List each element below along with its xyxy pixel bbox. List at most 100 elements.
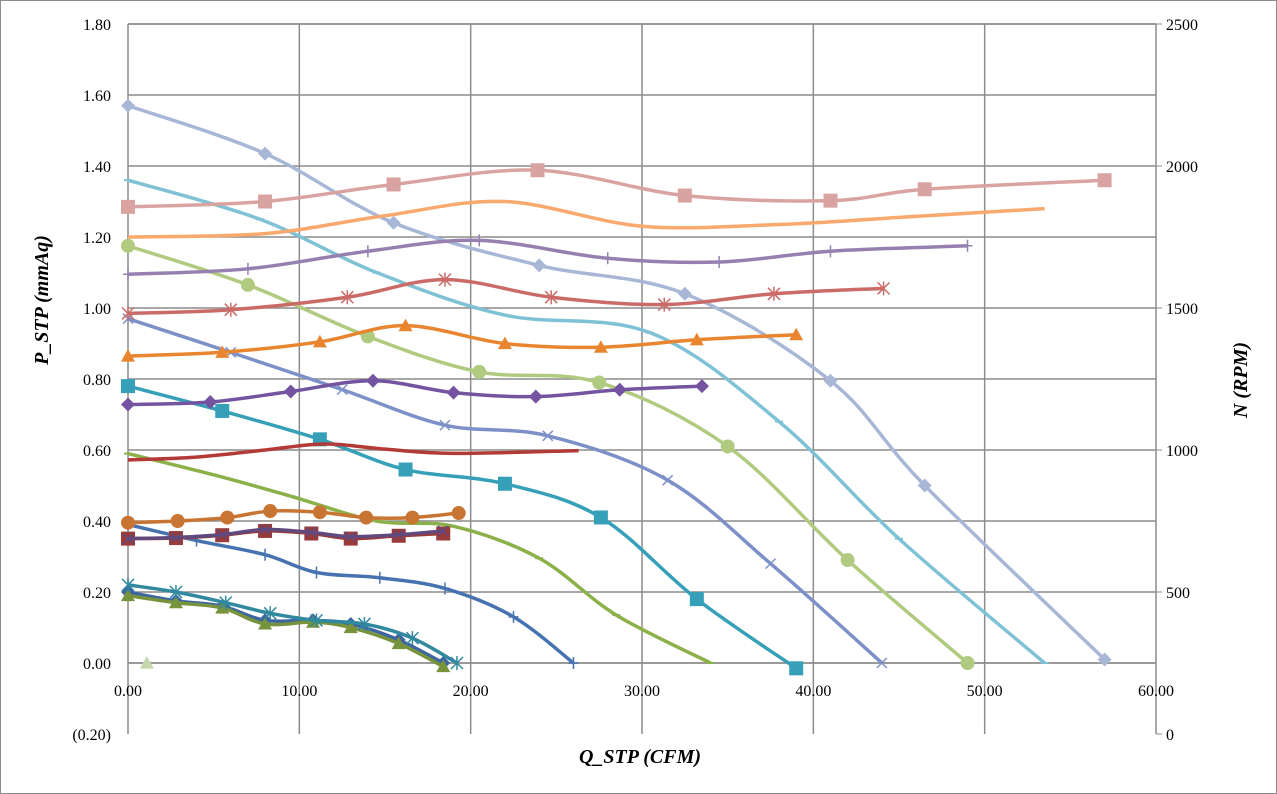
series-right-17 [127, 442, 579, 462]
y-tick-label: 0.20 [83, 585, 111, 602]
star-marker [450, 656, 464, 670]
x-marker [764, 558, 777, 570]
diamond-marker [121, 397, 135, 412]
plus-marker [825, 245, 836, 258]
diamond-marker [386, 215, 401, 230]
circle-marker [720, 439, 735, 454]
x-tick-label: 30.00 [624, 683, 660, 700]
y-tick-label: 1.00 [83, 301, 111, 318]
diamond-marker [823, 373, 838, 388]
diamond-marker [532, 258, 547, 273]
triangle-marker [436, 659, 451, 673]
series-right-16 [121, 373, 709, 412]
y2-tick-label: 0 [1166, 727, 1174, 744]
x-marker [662, 474, 674, 486]
star-marker [405, 631, 419, 646]
triangle-marker [343, 620, 358, 634]
square-marker [677, 188, 692, 203]
x-tick-label: 40.00 [795, 683, 831, 700]
x-marker [336, 384, 348, 396]
diamond-marker [677, 286, 692, 301]
x-marker [259, 523, 271, 536]
square-marker [823, 193, 838, 208]
x-marker [345, 531, 357, 543]
x-marker [305, 526, 317, 538]
square-marker [917, 182, 932, 197]
star-marker [340, 290, 354, 305]
circle-marker [592, 375, 607, 390]
x-marker [393, 529, 405, 541]
triangle-marker [121, 588, 135, 602]
square-marker [593, 510, 608, 525]
star-marker [357, 616, 371, 631]
diamond-marker [612, 382, 627, 397]
series-left-0 [121, 98, 1112, 667]
circle-marker [121, 238, 135, 253]
x-marker [437, 525, 449, 537]
star-marker [169, 585, 183, 599]
star-marker [544, 290, 558, 305]
x-marker [876, 657, 888, 669]
diamond-marker [694, 379, 709, 394]
y-axis-title: P_STP (mmAq) [31, 235, 53, 366]
series-left-8 [121, 588, 451, 673]
x-marker [216, 529, 228, 541]
triangle-marker [497, 336, 512, 350]
diamond-marker [1097, 652, 1112, 667]
square-marker [497, 476, 512, 491]
diamond-marker [121, 98, 135, 113]
x-tick-label: 0.00 [114, 683, 142, 700]
x-marker [122, 533, 134, 545]
square-marker [121, 199, 135, 214]
y-tick-label: 0.00 [83, 656, 111, 673]
diamond-marker [528, 389, 543, 404]
series-line [127, 199, 1045, 239]
series-left-10 [139, 656, 154, 669]
series-line [127, 238, 968, 276]
star-marker [877, 281, 891, 296]
x-tick-label: 50.00 [967, 683, 1003, 700]
plus-marker [260, 548, 271, 561]
series-right-18 [121, 504, 466, 530]
plus-marker [714, 255, 725, 268]
series-line [127, 442, 579, 462]
plus-marker [474, 234, 485, 247]
triangle-marker [391, 636, 406, 650]
square-marker [398, 462, 413, 477]
diamond-marker [917, 478, 932, 493]
circle-marker [840, 553, 855, 568]
circle-marker [960, 656, 975, 670]
circle-marker [220, 510, 235, 525]
series-left-5 [124, 451, 715, 665]
series-line [127, 583, 458, 665]
plus-marker [508, 610, 519, 623]
circle-marker [240, 277, 255, 292]
series-right-11 [121, 163, 1112, 214]
square-marker [530, 163, 545, 178]
plus-marker [962, 239, 973, 252]
series-line [127, 522, 575, 665]
y-tick-label: 0.40 [83, 514, 111, 531]
circle-marker [170, 514, 185, 528]
triangle-marker [789, 327, 804, 341]
square-marker [689, 592, 704, 607]
series-line [127, 527, 444, 541]
series-left-9 [121, 577, 464, 670]
triangle-marker [168, 595, 183, 609]
square-marker [121, 379, 135, 394]
triangle-marker [139, 656, 154, 669]
series-right-15 [121, 318, 804, 362]
triangle-marker [593, 340, 608, 353]
series-right-20 [122, 523, 449, 545]
triangle-marker [312, 334, 327, 348]
series-line [127, 178, 1046, 665]
y2-axis-title: N (RPM) [1230, 342, 1252, 419]
y2-tick-label: 2500 [1166, 17, 1198, 34]
y-tick-label: 1.60 [83, 88, 111, 105]
square-marker [215, 403, 230, 418]
triangle-marker [689, 332, 704, 346]
star-marker [309, 613, 323, 628]
series-left-2 [121, 238, 975, 670]
